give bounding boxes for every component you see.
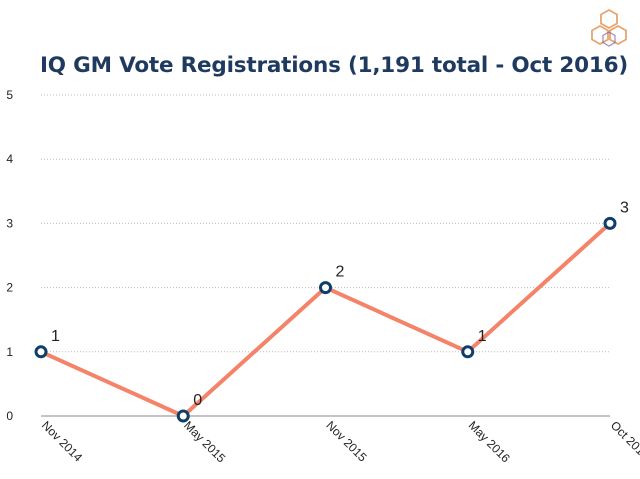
hexagon-cluster-logo — [591, 8, 627, 47]
y-tick-label: 0 — [6, 409, 13, 423]
data-label: 2 — [336, 264, 345, 281]
data-label: 1 — [478, 328, 487, 345]
data-point — [603, 216, 617, 230]
y-tick-label: 4 — [6, 152, 13, 166]
series-line — [40, 221, 612, 418]
y-tick-label: 3 — [6, 216, 13, 230]
data-label: 3 — [620, 199, 629, 216]
y-tick-label: 1 — [6, 345, 13, 359]
y-tick-label: 2 — [6, 281, 13, 295]
chart-title: IQ GM Vote Registrations (1,191 total - … — [40, 53, 629, 78]
data-label: 0 — [193, 392, 202, 409]
x-tick-label: May 2015 — [181, 418, 228, 465]
data-point — [461, 345, 475, 359]
data-label: 1 — [51, 328, 60, 345]
y-tick-label: 5 — [6, 88, 13, 102]
x-tick-label: Nov 2014 — [39, 418, 85, 464]
data-point — [34, 345, 48, 359]
data-point — [176, 409, 190, 423]
x-tick-label: Nov 2015 — [323, 418, 369, 464]
x-tick-label: Oct 2016 — [608, 418, 640, 463]
data-point — [319, 281, 332, 295]
x-tick-label: May 2016 — [466, 418, 513, 465]
